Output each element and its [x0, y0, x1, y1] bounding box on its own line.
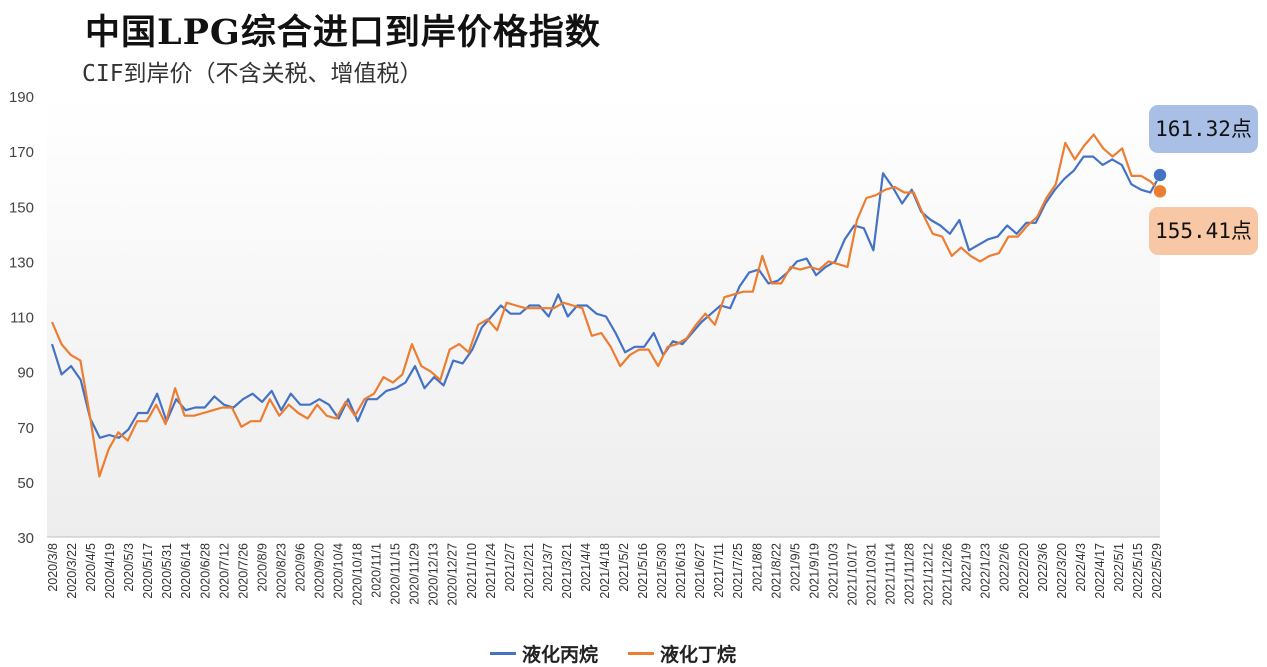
- x-tick-label: 2022/5/29: [1150, 543, 1164, 599]
- series-group: [50, 133, 1167, 478]
- x-tick-label: 2020/6/28: [198, 543, 212, 599]
- last-point-marker-butane: [1153, 184, 1167, 199]
- x-tick-label: 2021/10/3: [826, 543, 840, 599]
- x-tick-label: 2021/4/18: [598, 543, 612, 599]
- x-tick-label: 2020/3/22: [65, 543, 79, 599]
- legend-label-butane: 液化丁烷: [660, 644, 737, 666]
- x-tick-label: 2021/7/25: [731, 543, 745, 599]
- propane-last-value-callout: 161.32点: [1149, 105, 1258, 153]
- chart-subtitle: CIF到岸价（不含关税、增值税）: [82, 61, 423, 87]
- x-tick-label: 2021/1/24: [484, 543, 498, 599]
- x-tick-label: 2020/8/23: [274, 543, 288, 599]
- butane-last-value-callout: 155.41点: [1149, 207, 1258, 255]
- x-tick-label: 2020/3/8: [46, 543, 60, 592]
- x-tick-label: 2020/7/26: [236, 543, 250, 599]
- x-tick-label: 2021/1/10: [465, 543, 479, 599]
- x-tick-label: 2020/6/14: [179, 543, 193, 599]
- x-tick-label: 2022/3/20: [1055, 543, 1069, 599]
- y-tick-label: 170: [9, 144, 34, 161]
- x-tick-label: 2020/5/3: [122, 543, 136, 592]
- x-tick-label: 2020/12/27: [446, 543, 460, 606]
- y-tick-label: 190: [9, 89, 34, 106]
- last-point-marker-propane: [1153, 168, 1167, 182]
- x-tick-label: 2022/4/17: [1093, 543, 1107, 599]
- x-tick-label: 2021/6/13: [674, 543, 688, 599]
- chart-title: 中国LPG综合进口到岸价格指数: [85, 12, 601, 53]
- x-tick-label: 2021/5/30: [655, 543, 669, 599]
- y-tick-label: 110: [10, 310, 34, 327]
- x-tick-label: 2020/12/13: [427, 543, 441, 606]
- x-tick-label: 2021/3/21: [560, 543, 574, 599]
- x-axis: 2020/3/8 2020/3/22 2020/4/5 2020/4/19 2020/5…: [46, 536, 1164, 606]
- legend-swatch-butane: [628, 652, 655, 655]
- x-tick-label: 2021/11/14: [884, 543, 898, 605]
- series-line-butane: [50, 133, 1161, 478]
- x-tick-label: 2022/5/1: [1112, 543, 1126, 592]
- y-tick-label: 90: [17, 365, 34, 382]
- x-tick-label: 2022/1/23: [979, 543, 993, 599]
- x-tick-label: 2021/2/21: [522, 543, 536, 599]
- x-tick-label: 2021/5/2: [617, 543, 631, 592]
- x-tick-label: 2021/10/17: [845, 543, 859, 606]
- x-tick-label: 2021/8/8: [750, 543, 764, 592]
- x-tick-label: 2020/7/12: [217, 543, 231, 599]
- series-line-propane: [50, 155, 1161, 439]
- x-tick-label: 2020/5/31: [160, 543, 174, 599]
- x-tick-label: 2020/10/4: [332, 543, 346, 599]
- x-tick-label: 2020/4/5: [84, 543, 98, 592]
- x-tick-label: 2020/5/17: [141, 543, 155, 599]
- x-tick-label: 2020/11/29: [408, 543, 422, 605]
- x-tick-label: 2020/11/1: [370, 543, 384, 598]
- x-tick-label: 2021/9/5: [788, 543, 802, 592]
- y-tick-label: 50: [17, 475, 34, 492]
- x-tick-label: 2020/9/20: [312, 543, 326, 599]
- x-tick-label: 2022/5/15: [1131, 543, 1145, 599]
- x-tick-label: 2021/3/7: [541, 543, 555, 592]
- x-tick-label: 2022/2/20: [1017, 543, 1031, 599]
- x-tick-label: 2022/4/3: [1074, 543, 1088, 592]
- x-tick-label: 2020/10/18: [351, 543, 365, 606]
- x-tick-label: 2022/3/6: [1036, 543, 1050, 592]
- x-tick-label: 2022/1/9: [960, 543, 974, 592]
- x-tick-label: 2021/9/19: [807, 543, 821, 599]
- x-tick-label: 2020/9/6: [293, 543, 307, 592]
- x-tick-label: 2020/11/15: [389, 543, 403, 605]
- x-tick-label: 2021/7/11: [712, 543, 726, 598]
- legend-item-butane[interactable]: 液化丁烷: [628, 640, 736, 667]
- y-tick-label: 150: [9, 199, 34, 216]
- chart-legend: 液化丙烷 液化丁烷: [490, 640, 736, 667]
- x-tick-label: 2021/10/31: [864, 543, 878, 606]
- x-tick-label: 2021/6/27: [693, 543, 707, 599]
- x-tick-label: 2021/4/4: [579, 543, 593, 592]
- y-tick-label: 70: [17, 420, 34, 437]
- legend-swatch-propane: [490, 652, 516, 655]
- x-tick-label: 2021/12/12: [922, 543, 936, 606]
- legend-label-propane: 液化丙烷: [522, 644, 599, 666]
- x-tick-label: 2021/2/7: [503, 543, 517, 592]
- x-tick-label: 2022/2/6: [998, 543, 1012, 592]
- x-tick-label: 2020/8/9: [255, 543, 269, 592]
- y-tick-label: 130: [9, 254, 34, 271]
- x-tick-label: 2020/4/19: [103, 543, 117, 599]
- x-tick-label: 2021/8/22: [769, 543, 783, 599]
- legend-item-propane[interactable]: 液化丙烷: [490, 640, 598, 667]
- x-tick-label: 2021/12/26: [941, 543, 955, 606]
- y-axis: 30 50 70 90 110 130 150 170 190: [9, 89, 34, 547]
- x-tick-label: 2021/11/28: [903, 543, 917, 605]
- x-tick-label: 2021/5/16: [636, 543, 650, 599]
- y-tick-label: 30: [17, 530, 34, 547]
